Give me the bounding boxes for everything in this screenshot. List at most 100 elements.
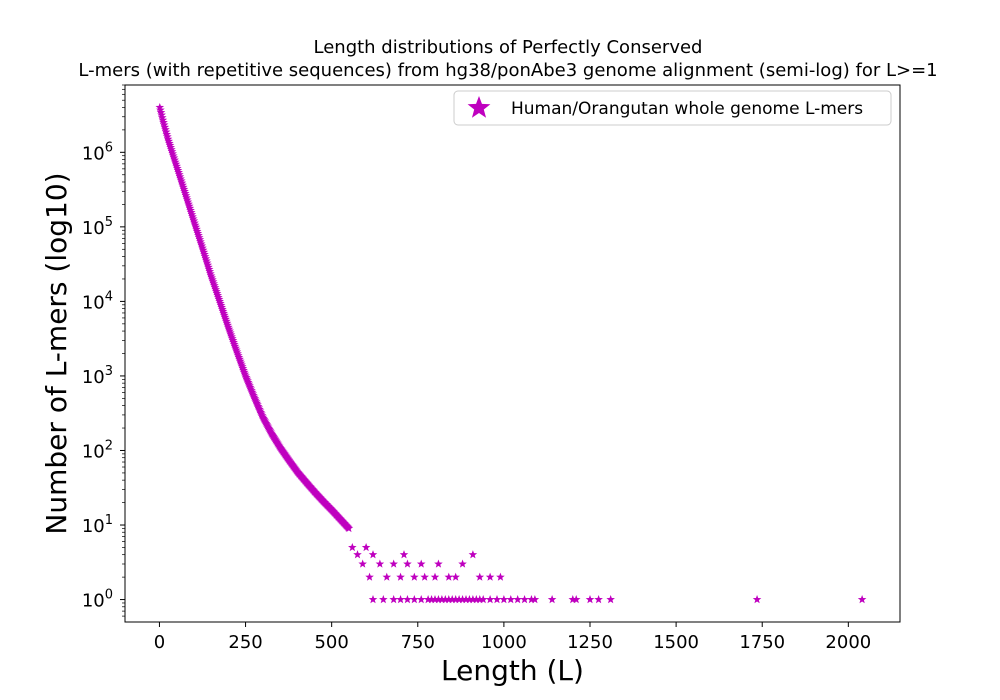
- data-point: [594, 595, 603, 604]
- data-point: [496, 572, 505, 581]
- data-point: [403, 559, 412, 568]
- y-axis-label: Number of L-mers (log10): [40, 172, 73, 534]
- data-point: [444, 595, 454, 604]
- x-tick-label: 1250: [567, 632, 613, 653]
- data-point: [571, 595, 581, 604]
- data-point: [857, 595, 867, 604]
- data-point: [344, 523, 354, 533]
- data-point: [163, 132, 172, 141]
- chart-title-line2: L-mers (with repetitive sequences) from …: [78, 60, 938, 81]
- data-point: [454, 595, 464, 604]
- x-tick-label: 0: [154, 632, 165, 653]
- y-tick-label: 102: [82, 438, 113, 462]
- data-point: [420, 572, 429, 581]
- x-tick-label: 1000: [481, 632, 527, 653]
- data-point: [368, 550, 378, 559]
- data-point: [752, 595, 762, 604]
- data-point: [161, 127, 171, 136]
- data-point: [375, 559, 385, 568]
- data-point: [358, 559, 367, 568]
- data-point: [365, 572, 374, 581]
- data-point: [396, 572, 405, 581]
- data-point: [451, 595, 460, 604]
- x-axis-label: Length (L): [441, 654, 584, 687]
- data-point: [157, 110, 166, 119]
- data-point: [520, 595, 529, 604]
- data-point: [416, 595, 426, 604]
- data-point: [389, 595, 398, 604]
- y-tick-label: 103: [82, 364, 113, 388]
- data-point: [606, 595, 615, 604]
- chart-title-line1: Length distributions of Perfectly Conser…: [313, 37, 703, 58]
- y-tick-label: 105: [82, 215, 113, 239]
- data-point: [506, 595, 516, 604]
- x-tick-label: 1500: [653, 632, 699, 653]
- data-point: [468, 595, 478, 604]
- data-point: [156, 108, 166, 117]
- data-point: [458, 595, 467, 604]
- data-point: [547, 595, 557, 604]
- data-point: [403, 595, 412, 604]
- data-point: [159, 118, 168, 127]
- data-point: [530, 595, 540, 604]
- data-point: [468, 550, 478, 559]
- data-point: [368, 595, 378, 604]
- data-point: [416, 559, 426, 568]
- data-point: [461, 595, 471, 604]
- x-tick-label: 1750: [739, 632, 785, 653]
- data-point: [348, 542, 357, 552]
- data-point: [472, 595, 481, 604]
- data-point: [162, 129, 172, 139]
- data-point: [410, 595, 419, 604]
- y-tick-label: 106: [82, 140, 113, 164]
- data-point: [475, 595, 485, 604]
- data-point: [499, 595, 509, 604]
- y-tick-label: 100: [82, 588, 113, 612]
- data-point: [361, 542, 371, 552]
- y-tick-label: 104: [82, 289, 113, 313]
- data-point: [465, 595, 474, 604]
- data-point: [434, 595, 443, 604]
- data-point: [156, 105, 165, 114]
- data-point: [396, 595, 405, 604]
- data-points: [155, 102, 867, 604]
- x-axis-ticks: 0 250 500 750 1000 1250 1500 1750 2000: [154, 622, 871, 653]
- x-tick-label: 2000: [825, 632, 871, 653]
- data-point: [441, 595, 450, 604]
- data-point: [382, 572, 392, 581]
- data-point: [513, 595, 522, 604]
- y-tick-label: 101: [82, 513, 113, 537]
- legend: Human/Orangutan whole genome L-mers: [453, 90, 892, 126]
- data-point: [427, 595, 436, 604]
- data-point: [430, 595, 440, 604]
- data-point: [430, 572, 440, 581]
- data-point: [437, 595, 447, 604]
- data-point: [157, 113, 167, 122]
- data-point: [353, 550, 362, 559]
- legend-box: [453, 90, 892, 126]
- legend-star-icon: [467, 96, 491, 118]
- data-point: [399, 550, 409, 559]
- data-point: [585, 595, 595, 604]
- data-point: [434, 559, 443, 568]
- data-point: [475, 572, 485, 581]
- data-point: [423, 595, 433, 604]
- data-point: [155, 102, 165, 112]
- x-tick-label: 500: [314, 632, 348, 653]
- data-point: [485, 572, 495, 581]
- legend-label: Human/Orangutan whole genome L-mers: [511, 99, 863, 119]
- y-axis-ticks: 100 101 102 103 104 105 106: [82, 84, 125, 617]
- x-tick-label: 750: [401, 632, 435, 653]
- data-point: [159, 120, 169, 129]
- x-tick-label: 250: [228, 632, 262, 653]
- data-point: [458, 559, 467, 568]
- data-point: [447, 595, 457, 604]
- data-point: [568, 595, 578, 604]
- data-point: [160, 122, 170, 131]
- data-point: [161, 125, 170, 134]
- data-point: [389, 559, 398, 568]
- data-point: [444, 572, 454, 581]
- data-point: [492, 595, 502, 604]
- data-point: [527, 595, 536, 604]
